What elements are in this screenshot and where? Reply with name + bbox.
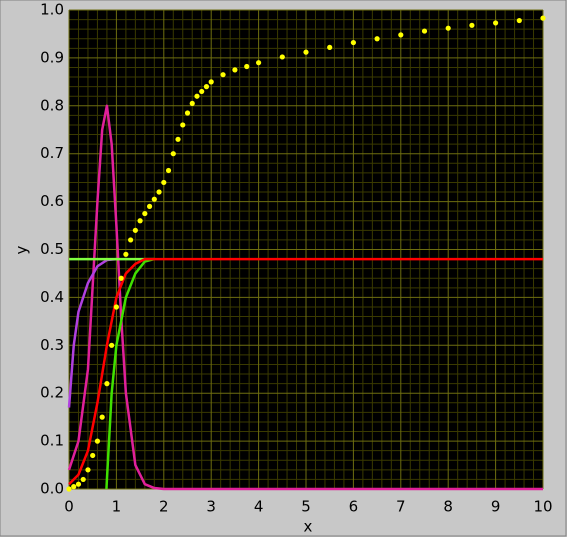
data-point	[80, 476, 86, 483]
data-point	[104, 381, 110, 387]
data-point	[469, 22, 475, 28]
data-point	[109, 342, 115, 348]
y-tick-label: 0.8	[40, 96, 64, 114]
data-point	[232, 67, 238, 73]
data-point	[142, 210, 148, 217]
x-tick-label: 4	[254, 498, 264, 516]
x-tick-label: 10	[533, 498, 552, 516]
data-point	[123, 251, 129, 257]
data-point	[540, 15, 546, 21]
data-point	[189, 100, 195, 107]
data-point	[256, 60, 262, 66]
y-tick-label: 1.0	[40, 1, 64, 19]
series-line	[67, 104, 543, 491]
data-point	[99, 414, 105, 420]
data-point	[445, 25, 451, 31]
data-point	[175, 136, 181, 142]
data-point	[113, 304, 119, 310]
y-tick-label: 0.4	[40, 288, 64, 306]
data-point	[170, 151, 176, 157]
data-point	[165, 167, 172, 174]
data-point	[374, 36, 380, 42]
data-point	[128, 237, 134, 243]
data-point	[244, 63, 250, 70]
y-tick-label: 0.3	[40, 336, 64, 354]
marks	[66, 15, 546, 492]
data-point	[350, 39, 356, 46]
data-point	[132, 227, 138, 233]
data-point	[180, 122, 186, 128]
data-point	[184, 110, 191, 116]
data-point	[303, 49, 309, 55]
data-point	[137, 218, 143, 224]
data-point	[85, 467, 91, 473]
x-tick-label: 9	[491, 498, 501, 516]
data-point	[146, 203, 153, 209]
x-tick-label: 1	[112, 498, 122, 516]
data-point	[151, 196, 157, 202]
data-point	[94, 438, 101, 444]
y-tick-label: 0.0	[40, 480, 64, 498]
x-tick-label: 7	[396, 498, 406, 516]
data-point	[327, 44, 333, 50]
y-axis-label: y	[13, 245, 31, 254]
data-point	[208, 79, 214, 85]
y-tick-label: 0.2	[40, 384, 64, 402]
data-point	[220, 72, 226, 78]
y-tick-label: 0.1	[40, 432, 64, 450]
series-line	[105, 257, 155, 490]
grid	[68, 9, 544, 490]
data-point	[279, 54, 285, 60]
data-point	[66, 486, 72, 492]
x-tick-label: 2	[159, 498, 169, 516]
x-tick-label: 0	[64, 498, 74, 516]
x-tick-label: 5	[301, 498, 311, 516]
data-point	[203, 84, 210, 90]
data-point	[71, 484, 77, 490]
y-tick-label: 0.7	[40, 144, 64, 162]
data-point	[421, 28, 428, 34]
data-point	[199, 88, 205, 95]
data-point	[161, 179, 167, 186]
data-point	[194, 93, 200, 99]
y-tick-label: 0.5	[40, 240, 64, 258]
data-point	[118, 275, 124, 281]
x-tick-label: 3	[206, 498, 216, 516]
data-point	[398, 32, 404, 38]
data-point	[90, 452, 96, 459]
data-point	[516, 17, 522, 24]
data-point	[493, 20, 499, 26]
x-tick-label: 6	[349, 498, 359, 516]
y-tick-label: 0.9	[40, 48, 64, 66]
data-point	[75, 481, 82, 487]
x-tick-label: 8	[443, 498, 453, 516]
y-tick-label: 0.6	[40, 192, 64, 210]
data-point	[156, 189, 162, 195]
series-line	[68, 257, 543, 486]
x-axis-label: x	[304, 518, 313, 536]
